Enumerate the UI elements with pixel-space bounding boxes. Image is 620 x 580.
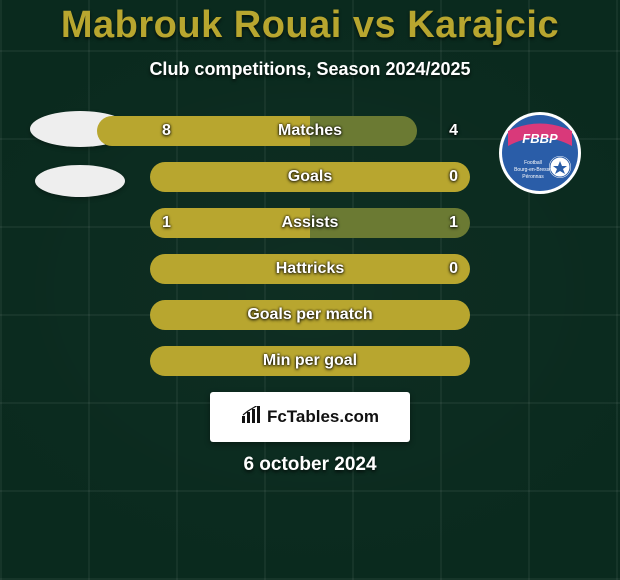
bar-track (150, 300, 470, 330)
stat-row: Goals0 (20, 162, 600, 192)
stat-value-right: 1 (449, 214, 458, 232)
date-label: 6 october 2024 (0, 454, 620, 476)
page-subtitle: Club competitions, Season 2024/2025 (0, 59, 620, 80)
bar-chart-icon (241, 406, 263, 429)
watermark-text: FcTables.com (267, 407, 379, 427)
comparison-chart: FBBP Football Bourg-en-Bresse Péronnas M… (20, 116, 600, 376)
bar-track (150, 162, 470, 192)
bar-full (150, 300, 470, 330)
watermark-badge: FcTables.com (210, 392, 410, 442)
bar-track (150, 116, 470, 146)
stat-value-right: 0 (449, 168, 458, 186)
bar-full (150, 162, 470, 192)
page-title: Mabrouk Rouai vs Karajcic (0, 0, 620, 47)
bar-full (150, 346, 470, 376)
bar-left (150, 208, 310, 238)
bar-full (150, 254, 470, 284)
bar-left (97, 116, 310, 146)
stat-row: Min per goal (20, 346, 600, 376)
stat-value-left: 1 (162, 214, 171, 232)
stat-row: Assists11 (20, 208, 600, 238)
stat-row: Matches84 (20, 116, 600, 146)
stat-value-left: 8 (162, 122, 171, 140)
stat-value-right: 0 (449, 260, 458, 278)
bar-track (150, 346, 470, 376)
stat-value-right: 4 (449, 122, 458, 140)
bar-right (310, 116, 417, 146)
bar-right (310, 208, 470, 238)
stat-row: Hattricks0 (20, 254, 600, 284)
bar-track (150, 208, 470, 238)
stat-row: Goals per match (20, 300, 600, 330)
bar-track (150, 254, 470, 284)
